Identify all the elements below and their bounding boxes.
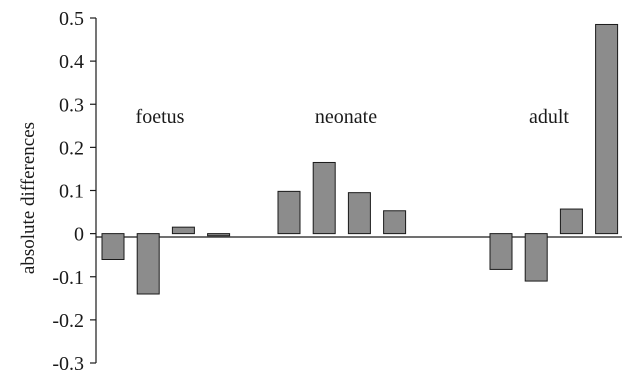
group-label-adult: adult xyxy=(529,106,569,128)
y-tick-label: 0 xyxy=(74,224,84,246)
bar-adult-1 xyxy=(489,233,513,270)
y-tick-label: -0.3 xyxy=(52,353,84,375)
y-tick-label: 0.5 xyxy=(59,8,84,30)
group-label-neonate: neonate xyxy=(315,106,377,128)
y-axis-ticks: 0.5 0.4 0.3 0.2 0.1 0 -0.1 -0.2 -0.3 xyxy=(52,8,96,375)
bars-layer xyxy=(101,23,619,295)
y-tick-label: -0.2 xyxy=(52,310,84,332)
bar-adult-3 xyxy=(559,208,583,235)
bar-foetus-2 xyxy=(136,233,160,295)
group-label-foetus: foetus xyxy=(136,106,185,128)
y-axis-title: absolute differences xyxy=(18,122,39,274)
bar-neonate-1 xyxy=(277,190,301,235)
bar-adult-2 xyxy=(524,233,548,282)
bar-adult-4 xyxy=(595,23,619,235)
bar-neonate-4 xyxy=(383,210,407,235)
bar-foetus-4 xyxy=(207,233,231,237)
y-tick-label: 0.3 xyxy=(59,94,84,116)
bar-foetus-1 xyxy=(101,233,125,260)
y-tick-label: 0.1 xyxy=(59,181,84,203)
y-tick-label: 0.4 xyxy=(59,51,84,73)
bar-neonate-3 xyxy=(347,192,371,235)
bar-neonate-2 xyxy=(312,161,336,235)
y-tick-label: -0.1 xyxy=(52,267,84,289)
bar-foetus-3 xyxy=(171,226,195,235)
group-labels: foetus neonate adult xyxy=(136,106,570,128)
y-tick-label: 0.2 xyxy=(59,137,84,159)
